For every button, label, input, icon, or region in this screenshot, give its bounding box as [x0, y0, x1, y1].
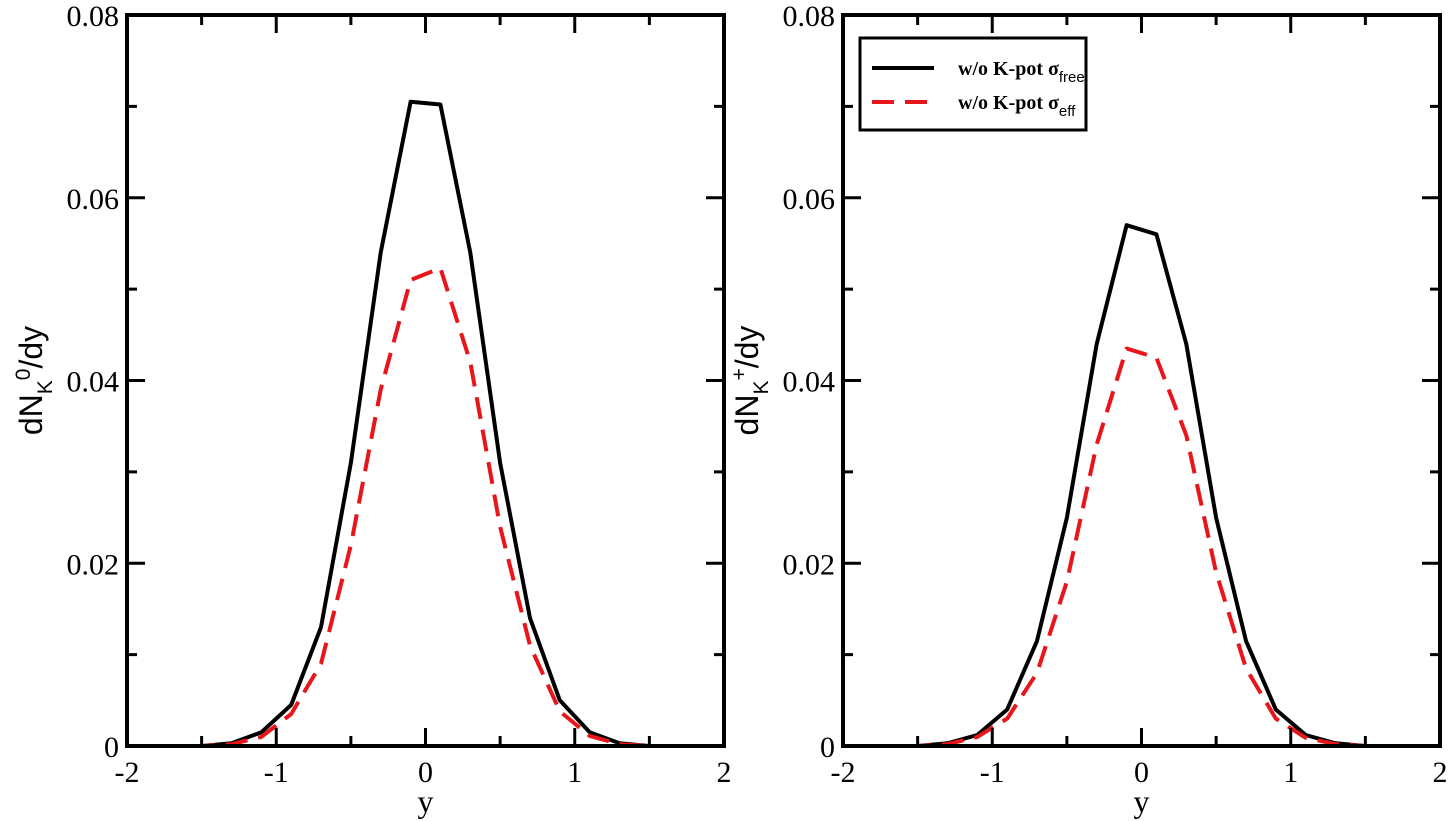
y-tick-label: 0.02: [67, 548, 120, 581]
y-tick-label: 0: [104, 731, 119, 764]
x-tick-label: -2: [115, 756, 140, 789]
right-chart: -2 -1 0 1 2 0 0.02 0.04 0.06 0.08 y dNK+/dy w/o K-po…: [728, 0, 1448, 819]
x-tick-label: -1: [264, 756, 289, 789]
x-tick-label: 0: [1134, 756, 1149, 789]
dashed-series-line-1: [843, 346, 1440, 748]
x-tick-label: 2: [717, 756, 732, 789]
x-tick-label: 2: [1433, 756, 1448, 789]
y-tick-label: 0.04: [67, 366, 120, 399]
x-tick-label: 1: [1283, 756, 1298, 789]
x-tick-label: 0: [418, 756, 433, 789]
plot-frame: [125, 13, 726, 748]
x-axis-label: y: [1134, 783, 1150, 819]
left-chart: -2 -1 0 1 2 0 0.02 0.04 0.06 0.08 y dNK0/dy: [12, 0, 732, 819]
solid-series-line-0: [127, 99, 724, 748]
y-axis-label: dNK+/dy: [728, 326, 773, 436]
y-tick-label: 0.08: [783, 0, 836, 33]
y-tick-label: 0.04: [783, 366, 836, 399]
x-axis-label: y: [418, 783, 434, 819]
solid-series-line-1: [843, 223, 1440, 748]
legend-label: w/o K-pot σeff: [958, 92, 1076, 120]
y-tick-label: 0.08: [67, 0, 120, 33]
x-tick-label: -1: [980, 756, 1005, 789]
x-tick-label: 1: [567, 756, 582, 789]
legend-label: w/o K-pot σfree: [958, 58, 1085, 86]
y-axis-label: dNK0/dy: [12, 326, 57, 435]
x-tick-label: -2: [831, 756, 856, 789]
y-tick-label: 0.02: [783, 548, 836, 581]
dashed-series-line-0: [127, 266, 724, 748]
legend-box: [858, 36, 1088, 132]
y-tick-label: 0: [820, 731, 835, 764]
y-tick-label: 0.06: [67, 183, 120, 216]
y-tick-label: 0.06: [783, 183, 836, 216]
